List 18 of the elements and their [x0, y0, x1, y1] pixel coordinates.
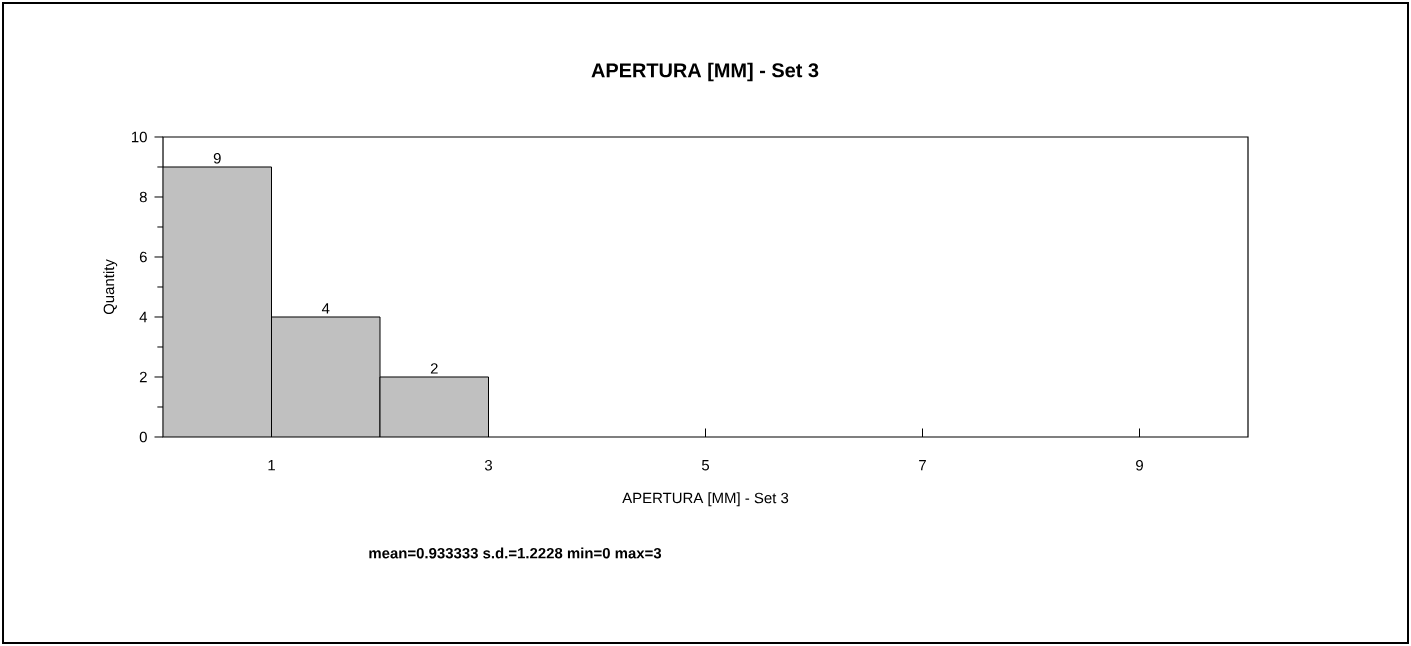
y-tick-label: 4	[139, 311, 148, 323]
x-tick-label: 7	[919, 460, 926, 471]
y-tick-label: 2	[139, 371, 147, 383]
y-tick-label: 6	[139, 251, 147, 263]
data-label: 4	[321, 303, 330, 314]
data-label: 9	[213, 153, 221, 164]
text: mean=0.933333 s.d.=1.2228 min=0 max=3	[369, 547, 662, 559]
y-axis-title: Quantity	[103, 259, 118, 315]
data-label: 2	[430, 363, 438, 374]
x-tick-label: 9	[1136, 460, 1143, 471]
x-tick-label: 5	[701, 460, 710, 471]
x-tick-label: 3	[484, 460, 493, 471]
y-tick-label: 10	[131, 131, 147, 143]
x-axis-title: APERTURA [MM] - Set 3	[622, 492, 789, 507]
chart-title: APERTURA [MM] - Set 3	[591, 62, 819, 82]
y-tick-label: 8	[139, 191, 147, 203]
x-tick-label: 1	[268, 460, 275, 471]
y-tick-label: 0	[139, 431, 147, 443]
